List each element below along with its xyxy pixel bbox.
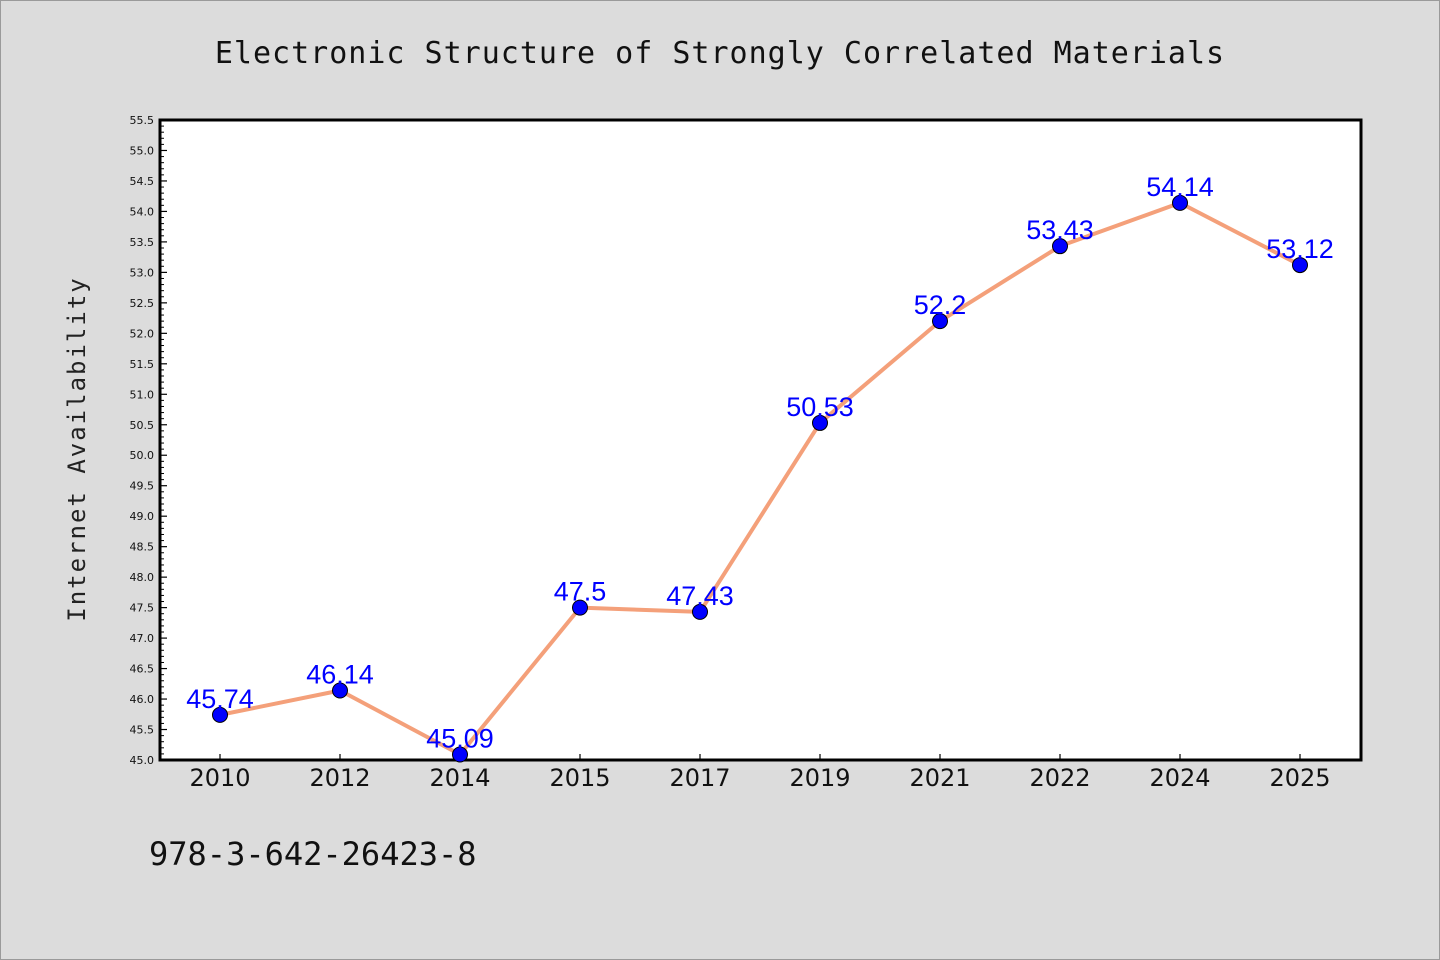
data-label: 50.53 <box>786 392 854 422</box>
y-tick-label: 52.5 <box>130 297 155 310</box>
y-tick-label: 53.0 <box>130 266 155 279</box>
data-points <box>212 194 1308 763</box>
data-point <box>452 746 468 763</box>
data-label: 46.14 <box>306 660 374 690</box>
x-axis-ticks: 2010 2012 2014 2015 2017 2019 2021 2022 2024 2025 <box>189 754 1331 792</box>
y-tick-label: 50.0 <box>130 449 155 462</box>
x-tick-label: 2021 <box>909 764 970 792</box>
y-axis-ticks: 45.0 45.5 46.0 46.5 47.0 47.5 48.0 48.5 49.0 49.5… <box>130 114 167 767</box>
y-tick-label: 49.5 <box>130 480 155 493</box>
y-tick-label: 54.0 <box>130 205 155 218</box>
data-label: 45.74 <box>186 684 254 714</box>
y-tick-label: 47.5 <box>130 602 155 615</box>
data-label: 52.2 <box>914 290 967 320</box>
y-tick-label: 55.5 <box>130 114 155 127</box>
data-label: 53.12 <box>1266 234 1334 264</box>
y-tick-label: 52.0 <box>130 327 155 340</box>
x-tick-label: 2015 <box>549 764 610 792</box>
y-tick-label: 47.0 <box>130 632 155 645</box>
y-tick-label: 51.0 <box>130 388 155 401</box>
y-tick-label: 50.5 <box>130 419 155 432</box>
y-tick-label: 49.0 <box>130 510 155 523</box>
data-point <box>812 414 828 431</box>
y-tick-label: 45.5 <box>130 724 155 737</box>
data-label: 45.09 <box>426 724 494 754</box>
chart-title: Electronic Structure of Strongly Correla… <box>215 36 1225 71</box>
x-tick-label: 2014 <box>429 764 490 792</box>
y-tick-label: 55.0 <box>130 144 155 157</box>
data-label: 47.43 <box>666 581 734 611</box>
x-tick-label: 2010 <box>189 764 250 792</box>
x-tick-label: 2012 <box>309 764 370 792</box>
x-tick-label: 2025 <box>1269 764 1330 792</box>
y-tick-label: 53.5 <box>130 236 155 249</box>
x-tick-label: 2019 <box>789 764 850 792</box>
data-label: 54.14 <box>1146 172 1214 202</box>
data-labels: 45.74 46.14 45.09 47.5 47.43 50.53 52.2 53.43 54… <box>186 172 1334 754</box>
data-point <box>572 599 588 616</box>
y-tick-label: 48.5 <box>130 541 155 554</box>
data-label: 53.43 <box>1026 215 1094 245</box>
data-point <box>212 706 228 723</box>
data-point <box>332 682 348 699</box>
series-line <box>219 200 1301 757</box>
data-label: 47.5 <box>554 577 607 607</box>
y-tick-label: 54.5 <box>130 175 155 188</box>
y-tick-label: 48.0 <box>130 571 155 584</box>
footer-isbn: 978-3-642-26423-8 <box>149 835 477 873</box>
data-point <box>1052 238 1068 255</box>
data-point <box>1172 194 1188 211</box>
data-point <box>932 313 948 330</box>
plot-area <box>158 118 1363 762</box>
x-tick-label: 2022 <box>1029 764 1090 792</box>
data-point <box>692 603 708 620</box>
data-point <box>1292 257 1308 274</box>
y-tick-label: 51.5 <box>130 358 155 371</box>
y-axis-label: Internet Availability <box>63 276 91 621</box>
x-tick-label: 2024 <box>1149 764 1210 792</box>
x-tick-label: 2017 <box>669 764 730 792</box>
y-tick-label: 46.5 <box>130 663 155 676</box>
y-tick-label: 45.0 <box>130 754 155 767</box>
y-tick-label: 46.0 <box>130 693 155 706</box>
